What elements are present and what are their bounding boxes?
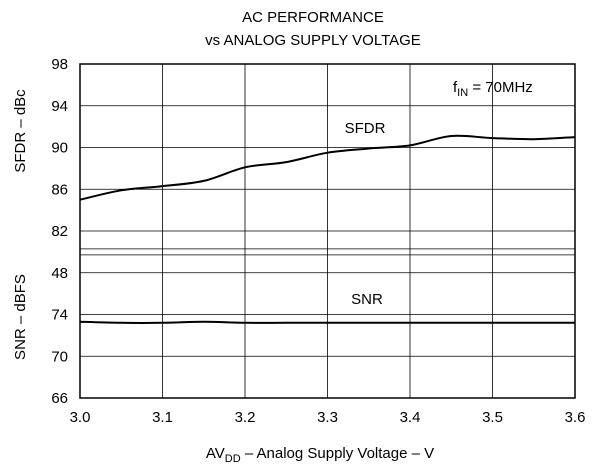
x-tick-labels: 3.0 3.1 3.2 3.3 3.4 3.5 3.6 xyxy=(70,409,586,426)
y-tick-label: 66 xyxy=(51,390,68,407)
y-tick-label: 48 xyxy=(51,265,68,282)
y-tick-label: 86 xyxy=(51,181,68,198)
x-tick-label: 3.5 xyxy=(482,409,503,426)
chart-title: AC PERFORMANCE vs ANALOG SUPPLY VOLTAGE xyxy=(205,9,421,49)
y-tick-label: 90 xyxy=(51,140,68,157)
x-tick-label: 3.2 xyxy=(235,409,256,426)
annotation-fin: fIN = 70MHz xyxy=(453,79,533,99)
series-line-sfdr xyxy=(79,134,576,201)
series-line-snr xyxy=(79,320,575,324)
y-tick-labels: 98 94 90 86 82 48 74 70 66 xyxy=(51,56,68,407)
y-axis-label-sfdr: SFDR – dBc xyxy=(12,89,29,173)
y-tick-label: 94 xyxy=(51,98,68,115)
x-axis-label-prefix: AV xyxy=(206,445,225,462)
x-axis-label: AVDD – Analog Supply Voltage – V xyxy=(206,445,434,465)
series-lines xyxy=(79,134,576,324)
series-label-snr: SNR xyxy=(351,291,383,308)
y-tick-label: 74 xyxy=(51,307,68,324)
x-tick-label: 3.0 xyxy=(70,409,91,426)
x-tick-label: 3.1 xyxy=(152,409,173,426)
x-tick-label: 3.3 xyxy=(317,409,338,426)
annotation-prefix: f xyxy=(453,79,458,96)
x-tick-label: 3.4 xyxy=(400,409,421,426)
chart-title-line1: AC PERFORMANCE xyxy=(242,9,384,26)
x-axis-label-suffix: – Analog Supply Voltage – V xyxy=(241,445,434,462)
grid-lines xyxy=(80,64,575,398)
series-label-sfdr: SFDR xyxy=(345,120,386,137)
annotation-suffix: = 70MHz xyxy=(468,79,533,96)
y-tick-label: 82 xyxy=(51,223,68,240)
plot-frame xyxy=(79,63,576,399)
y-tick-label: 70 xyxy=(51,348,68,365)
y-tick-label: 98 xyxy=(51,56,68,73)
y-axis-label-snr: SNR – dBFS xyxy=(12,274,29,360)
chart-title-line2: vs ANALOG SUPPLY VOLTAGE xyxy=(205,32,421,49)
annotation-subscript: IN xyxy=(457,87,468,99)
x-tick-label: 3.6 xyxy=(565,409,586,426)
x-axis-label-subscript: DD xyxy=(225,453,241,465)
